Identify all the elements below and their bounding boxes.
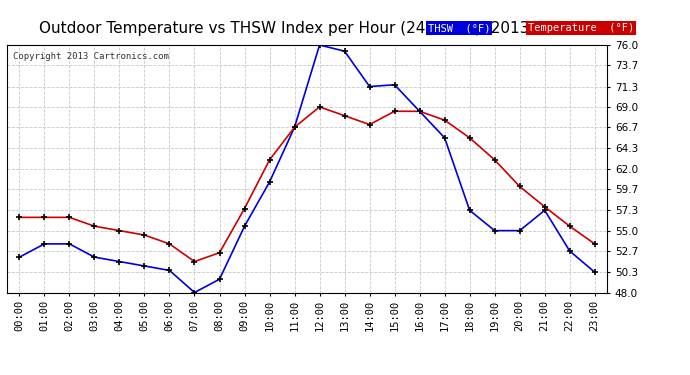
Text: Temperature  (°F): Temperature (°F) [528, 23, 634, 33]
Text: THSW  (°F): THSW (°F) [428, 23, 491, 33]
Text: Outdoor Temperature vs THSW Index per Hour (24 Hours)  20130929: Outdoor Temperature vs THSW Index per Ho… [39, 21, 568, 36]
Text: Copyright 2013 Cartronics.com: Copyright 2013 Cartronics.com [13, 53, 169, 62]
